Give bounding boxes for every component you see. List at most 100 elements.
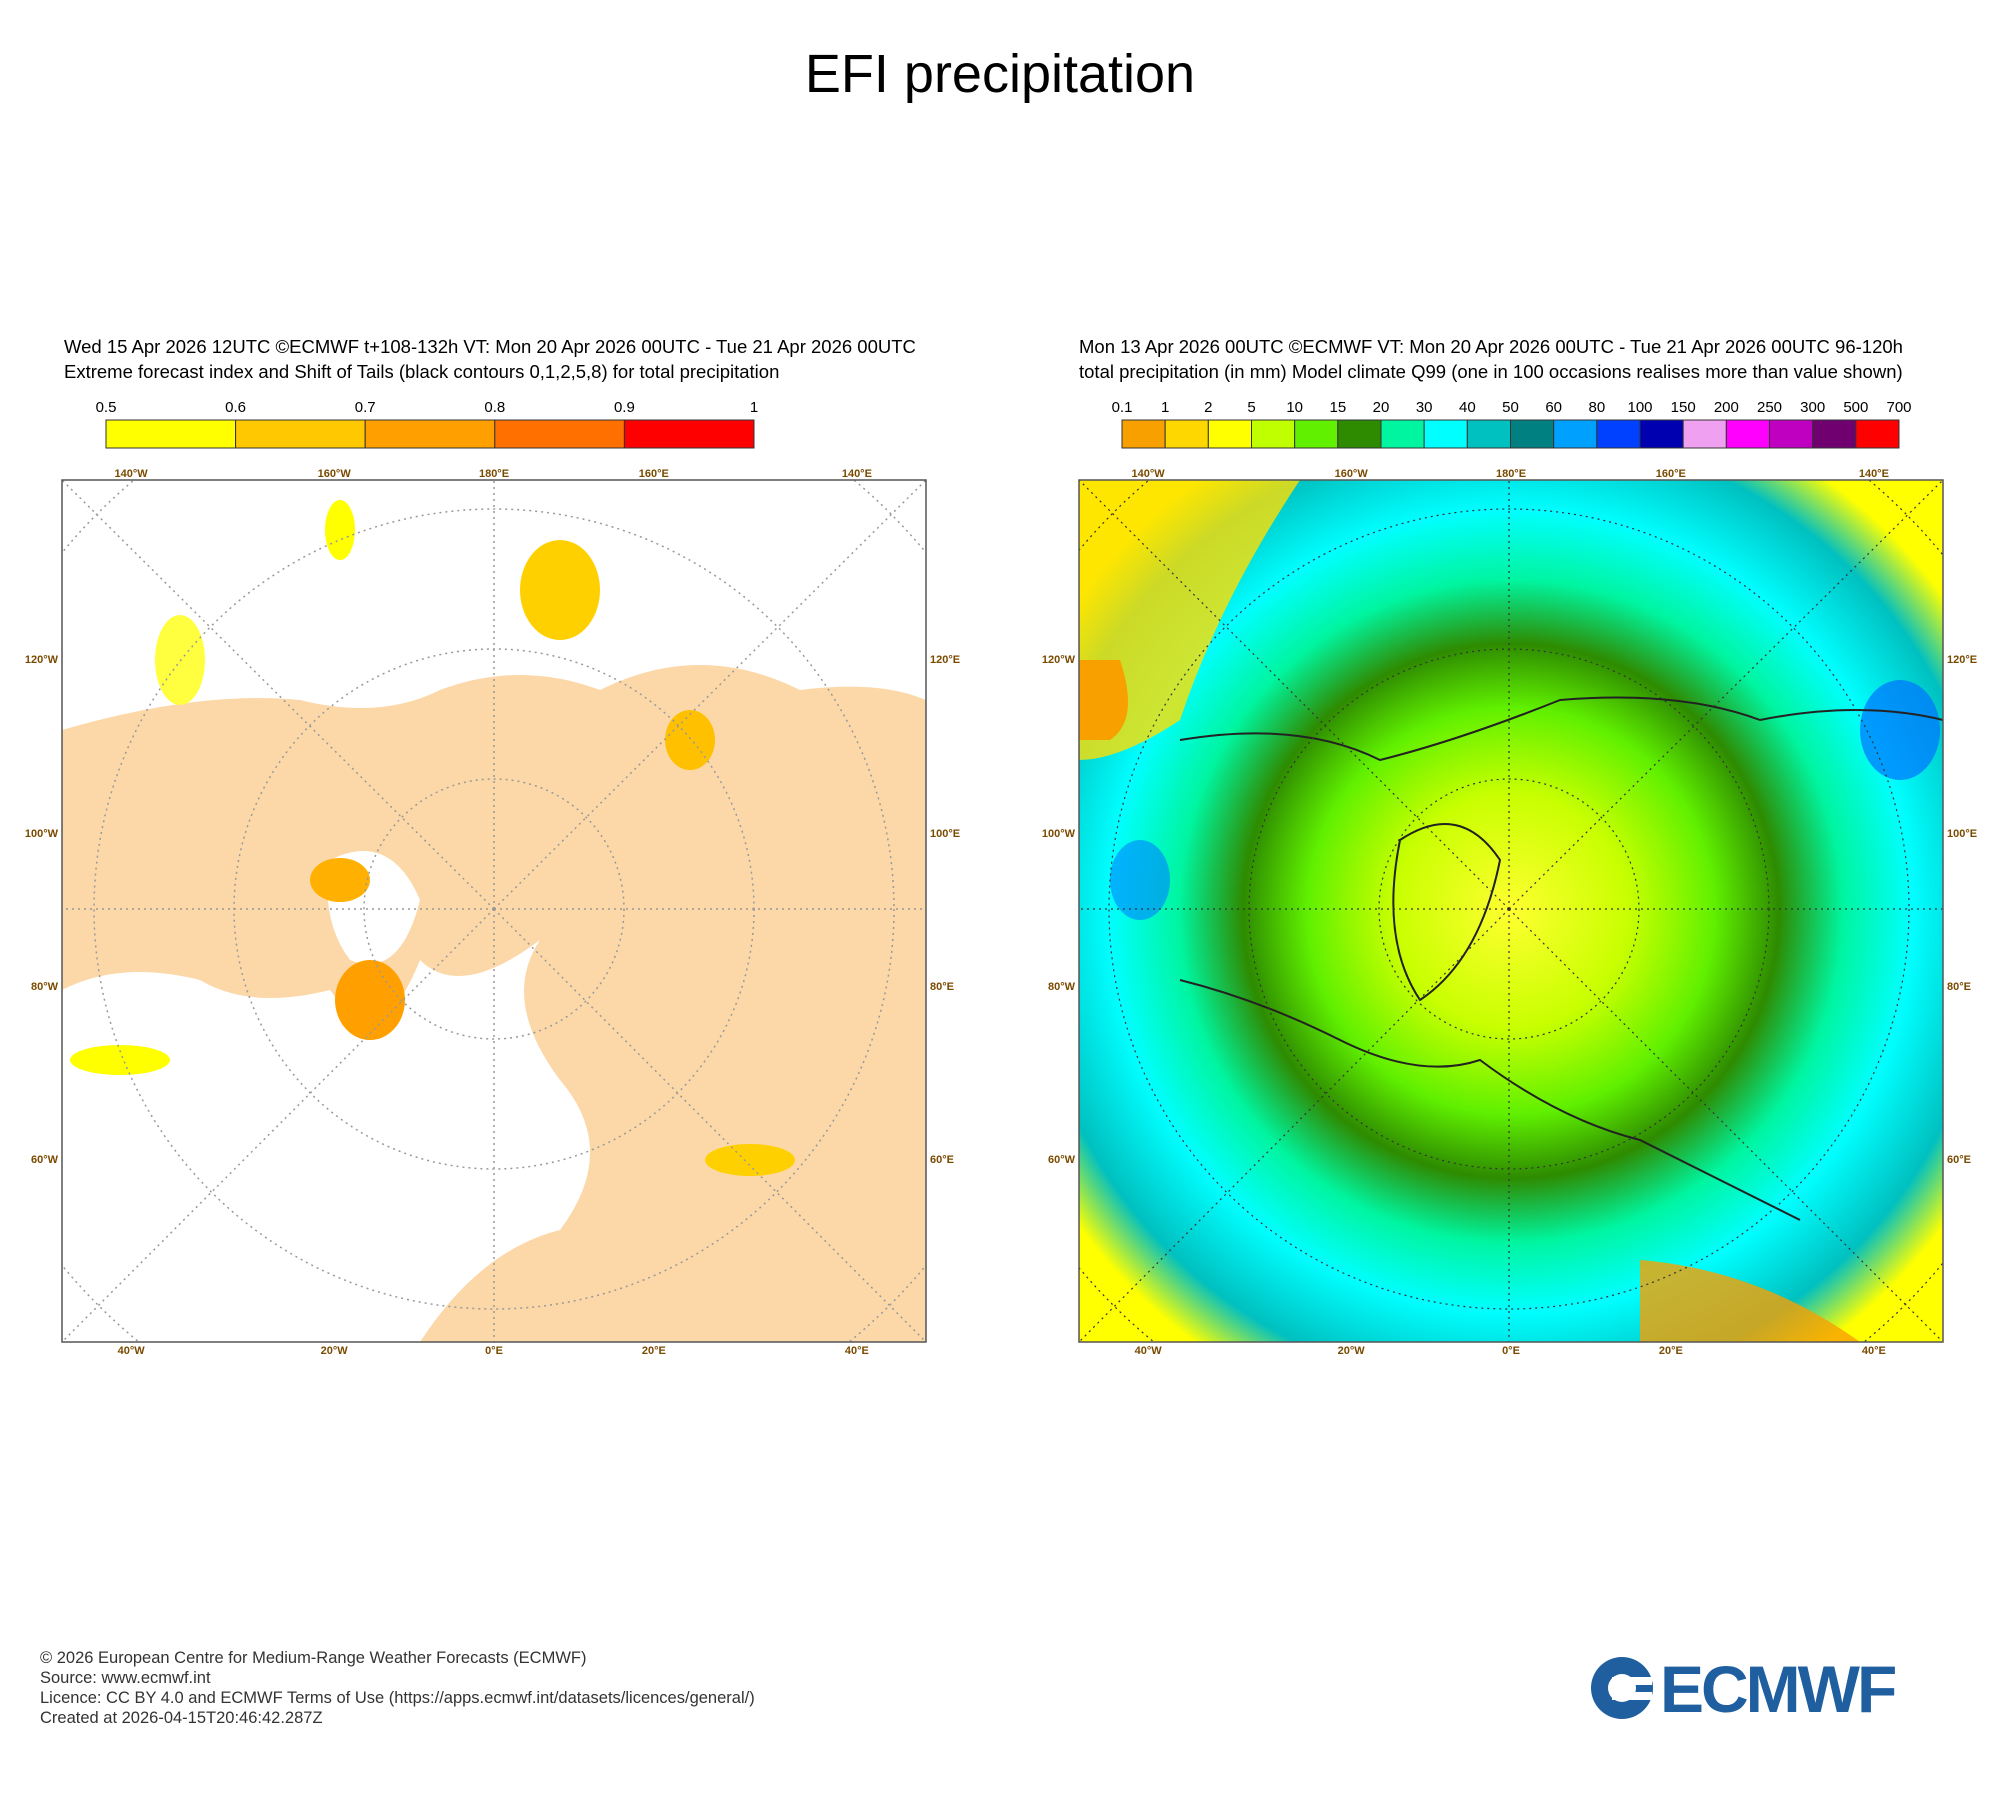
colorbar-label: 500 [1843,399,1868,416]
colorbar-segment [494,419,625,449]
lon-label: 40°W [1135,1345,1163,1357]
colorbar-label: 80 [1588,399,1605,416]
lat-label: 60°W [31,1154,59,1166]
colorbar-label: 20 [1373,399,1390,416]
colorbar-segment [1510,419,1555,449]
colorbar-segment [1423,419,1468,449]
colorbar-label: 250 [1757,399,1782,416]
ecmwf-logo-symbol [1591,1657,1653,1719]
lat-label: 120°E [1947,654,1977,666]
colorbar-segment [623,419,755,449]
precip-map [1079,480,1943,1342]
colorbar-label: 15 [1329,399,1346,416]
colorbar-segment [105,419,237,449]
lat-label: 100°E [1947,828,1977,840]
colorbar-label: 100 [1627,399,1652,416]
colorbar-segment [1466,419,1512,449]
colorbar-label: 40 [1459,399,1476,416]
lon-label: 160°E [639,468,669,480]
lon-label: 160°W [1335,468,1369,480]
colorbar-label: 150 [1671,399,1696,416]
page-title: EFI precipitation [805,44,1195,104]
colorbar-segment [364,419,496,449]
lon-label: 20°W [1338,1345,1366,1357]
colorbar-label: 0.8 [484,399,505,416]
colorbar-segment [1725,419,1771,449]
map-frame [61,479,927,1343]
lat-label: 80°E [1947,981,1971,993]
lat-label: 100°E [930,828,960,840]
lon-label: 140°E [842,468,872,480]
colorbar-label: 200 [1714,399,1739,416]
lat-label: 60°W [1048,1154,1076,1166]
colorbar-label: 2 [1204,399,1212,416]
colorbar-segment [1596,419,1641,449]
lat-label: 80°W [31,981,59,993]
colorbar-segment [1380,419,1425,449]
colorbar-label: 5 [1247,399,1255,416]
lon-label: 160°W [318,468,352,480]
colorbar-segment [1855,419,1900,449]
lon-label: 160°E [1656,468,1686,480]
colorbar-label: 300 [1800,399,1825,416]
lon-label: 40°E [845,1345,869,1357]
colorbar-label: 50 [1502,399,1519,416]
colorbar-segment [1812,419,1857,449]
colorbar-label: 0.6 [225,399,246,416]
lat-label: 80°W [1048,981,1076,993]
footer-line: Licence: CC BY 4.0 and ECMWF Terms of Us… [40,1689,755,1707]
footer-line: © 2026 European Centre for Medium-Range … [40,1649,586,1667]
efi-map [62,480,926,1342]
colorbar-segment [1251,419,1296,449]
lat-label: 120°W [25,654,59,666]
colorbar-label: 10 [1286,399,1303,416]
panel-header: Extreme forecast index and Shift of Tail… [64,361,779,382]
lat-label: 120°W [1042,654,1076,666]
lat-label: 60°E [930,1154,954,1166]
lon-label: 140°E [1859,468,1889,480]
footer-line: Created at 2026-04-15T20:46:42.287Z [40,1709,323,1727]
lon-label: 180°E [1496,468,1526,480]
lon-label: 20°W [321,1345,349,1357]
colorbar-segment [1294,419,1339,449]
lat-label: 120°E [930,654,960,666]
lon-label: 0°E [1502,1345,1520,1357]
colorbar-segment [235,419,366,449]
lon-label: 20°E [1659,1345,1683,1357]
lat-label: 100°W [1042,828,1076,840]
lon-label: 140°W [1132,468,1166,480]
colorbar-label: 0.7 [355,399,376,416]
lon-label: 140°W [115,468,149,480]
lon-label: 180°E [479,468,509,480]
colorbar-label: 1 [750,399,758,416]
colorbar-segment [1682,419,1727,449]
panel-header: Mon 13 Apr 2026 00UTC ©ECMWF VT: Mon 20 … [1079,336,1903,357]
colorbar-segment [1553,419,1598,449]
panel-header: total precipitation (in mm) Model climat… [1079,361,1903,382]
colorbar-segment [1121,419,1166,449]
lon-label: 40°E [1862,1345,1886,1357]
map-frame [1078,479,1944,1343]
footer-line: Source: www.ecmwf.int [40,1669,211,1687]
colorbar-label: 60 [1545,399,1562,416]
lat-label: 60°E [1947,1154,1971,1166]
panel-header: Wed 15 Apr 2026 12UTC ©ECMWF t+108-132h … [64,336,916,357]
colorbar-label: 700 [1886,399,1911,416]
colorbar-label: 30 [1416,399,1433,416]
lat-label: 100°W [25,828,59,840]
colorbar-segment [1639,419,1684,449]
colorbar-label: 1 [1161,399,1169,416]
lat-label: 80°E [930,981,954,993]
colorbar-label: 0.5 [96,399,117,416]
colorbar-segment [1207,419,1253,449]
colorbar-segment [1164,419,1209,449]
lon-label: 40°W [118,1345,146,1357]
colorbar-label: 0.1 [1112,399,1133,416]
colorbar-segment [1337,419,1382,449]
lon-label: 20°E [642,1345,666,1357]
colorbar-label: 0.9 [614,399,635,416]
lon-label: 0°E [485,1345,503,1357]
colorbar-segment [1769,419,1814,449]
